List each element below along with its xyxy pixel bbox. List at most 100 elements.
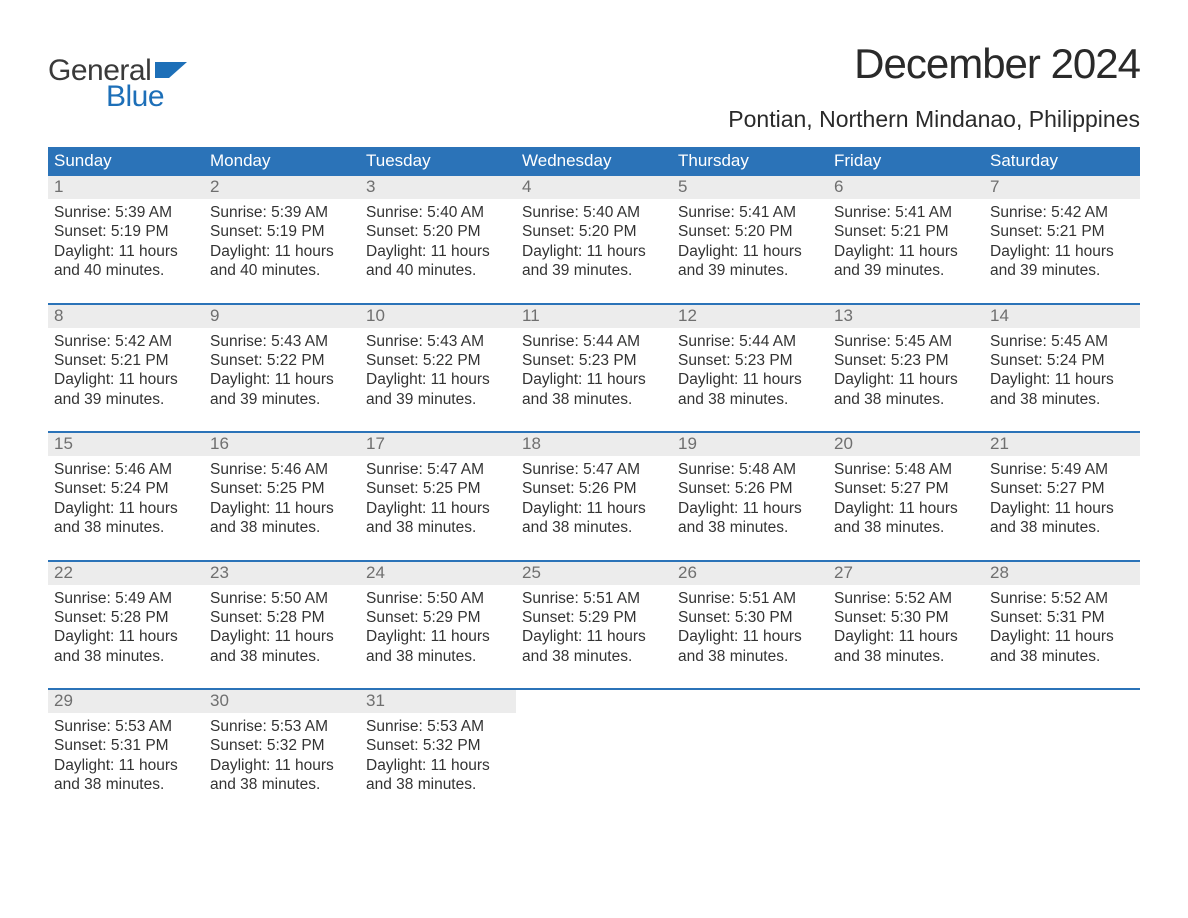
sunrise-line: Sunrise: 5:41 AM xyxy=(834,203,978,222)
daylight-line-1: Daylight: 11 hours xyxy=(366,370,510,389)
daylight-line-1: Daylight: 11 hours xyxy=(834,242,978,261)
daylight-line-2: and 38 minutes. xyxy=(210,518,354,537)
calendar-day: 30Sunrise: 5:53 AMSunset: 5:32 PMDayligh… xyxy=(204,690,360,797)
sunset-line: Sunset: 5:23 PM xyxy=(834,351,978,370)
calendar-day: 19Sunrise: 5:48 AMSunset: 5:26 PMDayligh… xyxy=(672,433,828,540)
sunset-line: Sunset: 5:20 PM xyxy=(522,222,666,241)
sunrise-line: Sunrise: 5:40 AM xyxy=(522,203,666,222)
day-details: Sunrise: 5:45 AMSunset: 5:24 PMDaylight:… xyxy=(984,328,1140,412)
day-details: Sunrise: 5:48 AMSunset: 5:26 PMDaylight:… xyxy=(672,456,828,540)
daylight-line-1: Daylight: 11 hours xyxy=(210,370,354,389)
sunrise-line: Sunrise: 5:50 AM xyxy=(210,589,354,608)
calendar-day xyxy=(828,690,984,797)
daylight-line-2: and 38 minutes. xyxy=(678,390,822,409)
sunset-line: Sunset: 5:22 PM xyxy=(210,351,354,370)
calendar-day: 7Sunrise: 5:42 AMSunset: 5:21 PMDaylight… xyxy=(984,176,1140,283)
sunrise-line: Sunrise: 5:45 AM xyxy=(834,332,978,351)
sunrise-line: Sunrise: 5:53 AM xyxy=(54,717,198,736)
sunrise-line: Sunrise: 5:51 AM xyxy=(522,589,666,608)
day-number: 25 xyxy=(516,562,672,585)
calendar-day: 5Sunrise: 5:41 AMSunset: 5:20 PMDaylight… xyxy=(672,176,828,283)
daylight-line-1: Daylight: 11 hours xyxy=(210,627,354,646)
day-details: Sunrise: 5:46 AMSunset: 5:25 PMDaylight:… xyxy=(204,456,360,540)
daylight-line-2: and 38 minutes. xyxy=(834,390,978,409)
sunset-line: Sunset: 5:25 PM xyxy=(210,479,354,498)
daylight-line-2: and 38 minutes. xyxy=(522,518,666,537)
calendar-day: 29Sunrise: 5:53 AMSunset: 5:31 PMDayligh… xyxy=(48,690,204,797)
calendar-day xyxy=(516,690,672,797)
daylight-line-1: Daylight: 11 hours xyxy=(54,370,198,389)
calendar-day: 3Sunrise: 5:40 AMSunset: 5:20 PMDaylight… xyxy=(360,176,516,283)
calendar-day: 31Sunrise: 5:53 AMSunset: 5:32 PMDayligh… xyxy=(360,690,516,797)
daylight-line-2: and 38 minutes. xyxy=(54,518,198,537)
calendar-day: 9Sunrise: 5:43 AMSunset: 5:22 PMDaylight… xyxy=(204,305,360,412)
day-number: 7 xyxy=(984,176,1140,199)
sunrise-line: Sunrise: 5:43 AM xyxy=(210,332,354,351)
day-number: 10 xyxy=(360,305,516,328)
daylight-line-2: and 38 minutes. xyxy=(54,775,198,794)
daylight-line-1: Daylight: 11 hours xyxy=(366,242,510,261)
day-details: Sunrise: 5:44 AMSunset: 5:23 PMDaylight:… xyxy=(516,328,672,412)
sunrise-line: Sunrise: 5:47 AM xyxy=(366,460,510,479)
calendar-day: 23 Sunrise: 5:50 AMSunset: 5:28 PMDayligh… xyxy=(204,562,360,669)
day-of-week-label: Tuesday xyxy=(360,147,516,176)
daylight-line-1: Daylight: 11 hours xyxy=(54,499,198,518)
calendar-day: 4Sunrise: 5:40 AMSunset: 5:20 PMDaylight… xyxy=(516,176,672,283)
sunrise-line: Sunrise: 5:42 AM xyxy=(54,332,198,351)
sunset-line: Sunset: 5:19 PM xyxy=(210,222,354,241)
day-number: 28 xyxy=(984,562,1140,585)
daylight-line-2: and 38 minutes. xyxy=(366,775,510,794)
day-details: Sunrise: 5:40 AMSunset: 5:20 PMDaylight:… xyxy=(360,199,516,283)
day-number: 23 xyxy=(204,562,360,585)
day-details: Sunrise: 5:39 AMSunset: 5:19 PMDaylight:… xyxy=(204,199,360,283)
daylight-line-1: Daylight: 11 hours xyxy=(210,756,354,775)
daylight-line-1: Daylight: 11 hours xyxy=(990,499,1134,518)
header: General Blue December 2024 Pontian, Nort… xyxy=(48,40,1140,133)
day-number: 15 xyxy=(48,433,204,456)
daylight-line-1: Daylight: 11 hours xyxy=(54,627,198,646)
daylight-line-1: Daylight: 11 hours xyxy=(366,756,510,775)
day-number: 12 xyxy=(672,305,828,328)
sunset-line: Sunset: 5:27 PM xyxy=(990,479,1134,498)
day-number: 21 xyxy=(984,433,1140,456)
day-details: Sunrise: 5:53 AMSunset: 5:32 PMDaylight:… xyxy=(204,713,360,797)
daylight-line-1: Daylight: 11 hours xyxy=(834,370,978,389)
sunset-line: Sunset: 5:30 PM xyxy=(834,608,978,627)
calendar-week: 22Sunrise: 5:49 AMSunset: 5:28 PMDayligh… xyxy=(48,560,1140,669)
daylight-line-2: and 38 minutes. xyxy=(522,647,666,666)
day-details: Sunrise: 5:44 AMSunset: 5:23 PMDaylight:… xyxy=(672,328,828,412)
sunrise-line: Sunrise: 5:53 AM xyxy=(210,717,354,736)
calendar: SundayMondayTuesdayWednesdayThursdayFrid… xyxy=(48,147,1140,797)
sunset-line: Sunset: 5:21 PM xyxy=(834,222,978,241)
day-details: Sunrise: 5:47 AMSunset: 5:26 PMDaylight:… xyxy=(516,456,672,540)
day-number: 22 xyxy=(48,562,204,585)
daylight-line-2: and 39 minutes. xyxy=(210,390,354,409)
daylight-line-2: and 40 minutes. xyxy=(210,261,354,280)
day-details: Sunrise: 5:41 AMSunset: 5:20 PMDaylight:… xyxy=(672,199,828,283)
calendar-day: 15Sunrise: 5:46 AMSunset: 5:24 PMDayligh… xyxy=(48,433,204,540)
day-of-week-label: Wednesday xyxy=(516,147,672,176)
sunset-line: Sunset: 5:28 PM xyxy=(210,608,354,627)
calendar-day: 10Sunrise: 5:43 AMSunset: 5:22 PMDayligh… xyxy=(360,305,516,412)
day-details: Sunrise: 5:50 AMSunset: 5:29 PMDaylight:… xyxy=(360,585,516,669)
sunrise-line: Sunrise: 5:46 AM xyxy=(54,460,198,479)
daylight-line-2: and 38 minutes. xyxy=(678,518,822,537)
day-details: Sunrise: 5:47 AMSunset: 5:25 PMDaylight:… xyxy=(360,456,516,540)
sunset-line: Sunset: 5:20 PM xyxy=(366,222,510,241)
sunrise-line: Sunrise: 5:39 AM xyxy=(210,203,354,222)
sunrise-line: Sunrise: 5:46 AM xyxy=(210,460,354,479)
daylight-line-1: Daylight: 11 hours xyxy=(366,499,510,518)
sunrise-line: Sunrise: 5:47 AM xyxy=(522,460,666,479)
sunset-line: Sunset: 5:22 PM xyxy=(366,351,510,370)
calendar-day: 21Sunrise: 5:49 AMSunset: 5:27 PMDayligh… xyxy=(984,433,1140,540)
day-of-week-header: SundayMondayTuesdayWednesdayThursdayFrid… xyxy=(48,147,1140,176)
daylight-line-1: Daylight: 11 hours xyxy=(210,242,354,261)
sunset-line: Sunset: 5:21 PM xyxy=(990,222,1134,241)
sunrise-line: Sunrise: 5:51 AM xyxy=(678,589,822,608)
daylight-line-1: Daylight: 11 hours xyxy=(834,627,978,646)
day-of-week-label: Sunday xyxy=(48,147,204,176)
calendar-day: 8Sunrise: 5:42 AMSunset: 5:21 PMDaylight… xyxy=(48,305,204,412)
daylight-line-1: Daylight: 11 hours xyxy=(522,242,666,261)
daylight-line-1: Daylight: 11 hours xyxy=(210,499,354,518)
day-details: Sunrise: 5:40 AMSunset: 5:20 PMDaylight:… xyxy=(516,199,672,283)
